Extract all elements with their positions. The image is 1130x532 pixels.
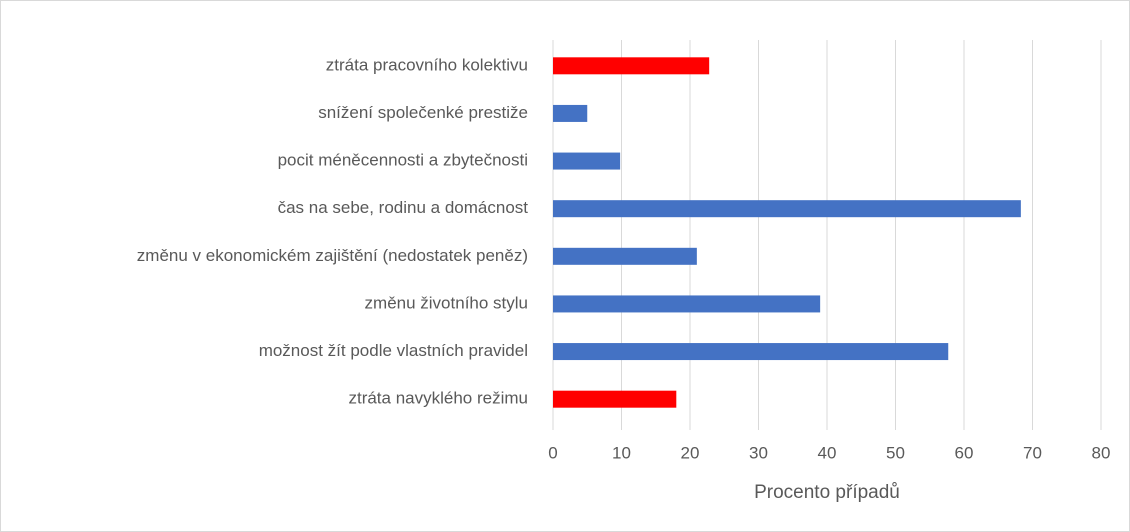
x-tick-label: 20 [681,443,700,462]
y-tick-label: pocit méněcennosti a zbytečnosti [278,151,528,170]
bar [553,57,710,75]
x-tick-label: 50 [886,443,905,462]
y-tick-label: snížení společenké prestiže [318,103,528,122]
x-tick-label: 60 [955,443,974,462]
x-tick-label: 70 [1023,443,1042,462]
x-tick-label: 80 [1092,443,1111,462]
y-tick-label: změnu životního stylu [365,293,528,312]
bar [553,152,621,170]
x-tick-label: 0 [548,443,557,462]
x-tick-label: 30 [749,443,768,462]
x-tick-label: 10 [612,443,631,462]
x-tick-label: 40 [818,443,837,462]
y-tick-label: ztráta navyklého režimu [348,389,528,408]
bar [553,247,697,265]
y-tick-label: možnost žít podle vlastních pravidel [259,341,528,360]
bar [553,295,821,313]
x-axis-title: Procento případů [754,482,900,503]
y-tick-label: ztráta pracovního kolektivu [326,55,528,74]
y-tick-label: čas na sebe, rodinu a domácnost [278,198,529,217]
y-tick-label: změnu v ekonomickém zajištění (nedostate… [137,246,528,265]
bar [553,200,1021,218]
bar [553,104,588,122]
bar [553,390,677,408]
bar [553,343,949,361]
